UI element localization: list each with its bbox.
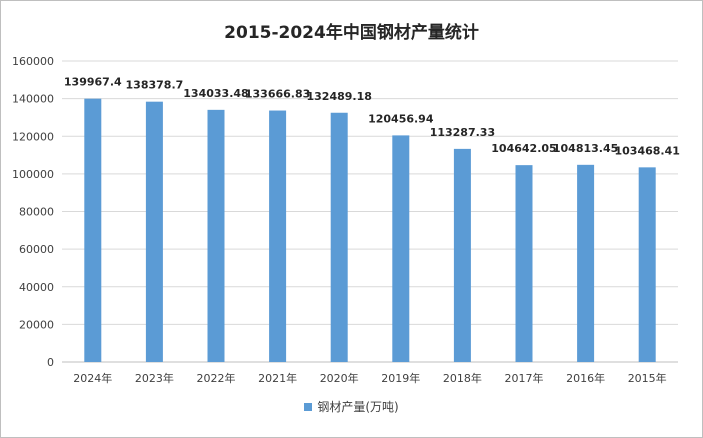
data-label: 138378.7 bbox=[126, 79, 184, 92]
data-label: 120456.94 bbox=[368, 112, 434, 125]
bar bbox=[392, 135, 410, 362]
legend-swatch bbox=[304, 402, 313, 411]
x-tick-label: 2017年 bbox=[505, 371, 544, 385]
bar bbox=[145, 101, 163, 362]
bar bbox=[515, 165, 533, 362]
data-label: 133666.83 bbox=[245, 88, 310, 101]
x-tick-label: 2015年 bbox=[628, 371, 667, 385]
legend: 钢材产量(万吨) bbox=[0, 398, 703, 415]
x-tick-label: 2021年 bbox=[258, 371, 297, 385]
bar bbox=[207, 109, 225, 362]
data-label: 104642.05 bbox=[491, 142, 556, 155]
bar bbox=[453, 148, 471, 362]
bar bbox=[330, 112, 348, 362]
bar bbox=[577, 164, 595, 362]
y-tick-label: 80000 bbox=[19, 206, 54, 219]
x-tick-label: 2023年 bbox=[135, 371, 174, 385]
y-tick-label: 20000 bbox=[19, 318, 54, 331]
bars bbox=[84, 98, 656, 362]
legend-label: 钢材产量(万吨) bbox=[317, 400, 399, 414]
bar bbox=[84, 98, 102, 362]
y-tick-label: 40000 bbox=[19, 281, 54, 294]
y-tick-label: 140000 bbox=[12, 93, 54, 106]
y-tick-label: 60000 bbox=[19, 243, 54, 256]
x-tick-label: 2020年 bbox=[320, 371, 359, 385]
grid-lines bbox=[62, 60, 678, 363]
x-tick-label: 2024年 bbox=[73, 371, 112, 385]
y-tick-label: 120000 bbox=[12, 130, 54, 143]
bar bbox=[269, 110, 287, 362]
data-label: 104813.45 bbox=[553, 142, 618, 155]
data-label: 134033.48 bbox=[183, 87, 248, 100]
data-label: 132489.18 bbox=[306, 90, 371, 103]
bar bbox=[638, 167, 656, 362]
y-tick-label: 160000 bbox=[12, 55, 54, 68]
y-axis-ticks: 0 20000 40000 60000 80000 100000 120000 140000 1… bbox=[12, 55, 54, 369]
x-tick-label: 2019年 bbox=[381, 371, 420, 385]
y-tick-label: 100000 bbox=[12, 168, 54, 181]
x-tick-label: 2022年 bbox=[197, 371, 236, 385]
y-tick-label: 0 bbox=[47, 356, 54, 369]
data-label: 139967.4 bbox=[64, 76, 122, 89]
data-labels: 139967.4 138378.7134033.48133666.83132489… bbox=[64, 76, 680, 158]
chart-title: 2015-2024年中国钢材产量统计 bbox=[224, 23, 479, 43]
x-axis-ticks: 2024年 2023年 2022年 2021年 2020年 2019年 2018年 2017年… bbox=[73, 371, 666, 385]
data-label: 113287.33 bbox=[430, 126, 495, 139]
x-tick-label: 2018年 bbox=[443, 371, 482, 385]
x-tick-label: 2016年 bbox=[566, 371, 605, 385]
data-label: 103468.41 bbox=[614, 144, 679, 157]
